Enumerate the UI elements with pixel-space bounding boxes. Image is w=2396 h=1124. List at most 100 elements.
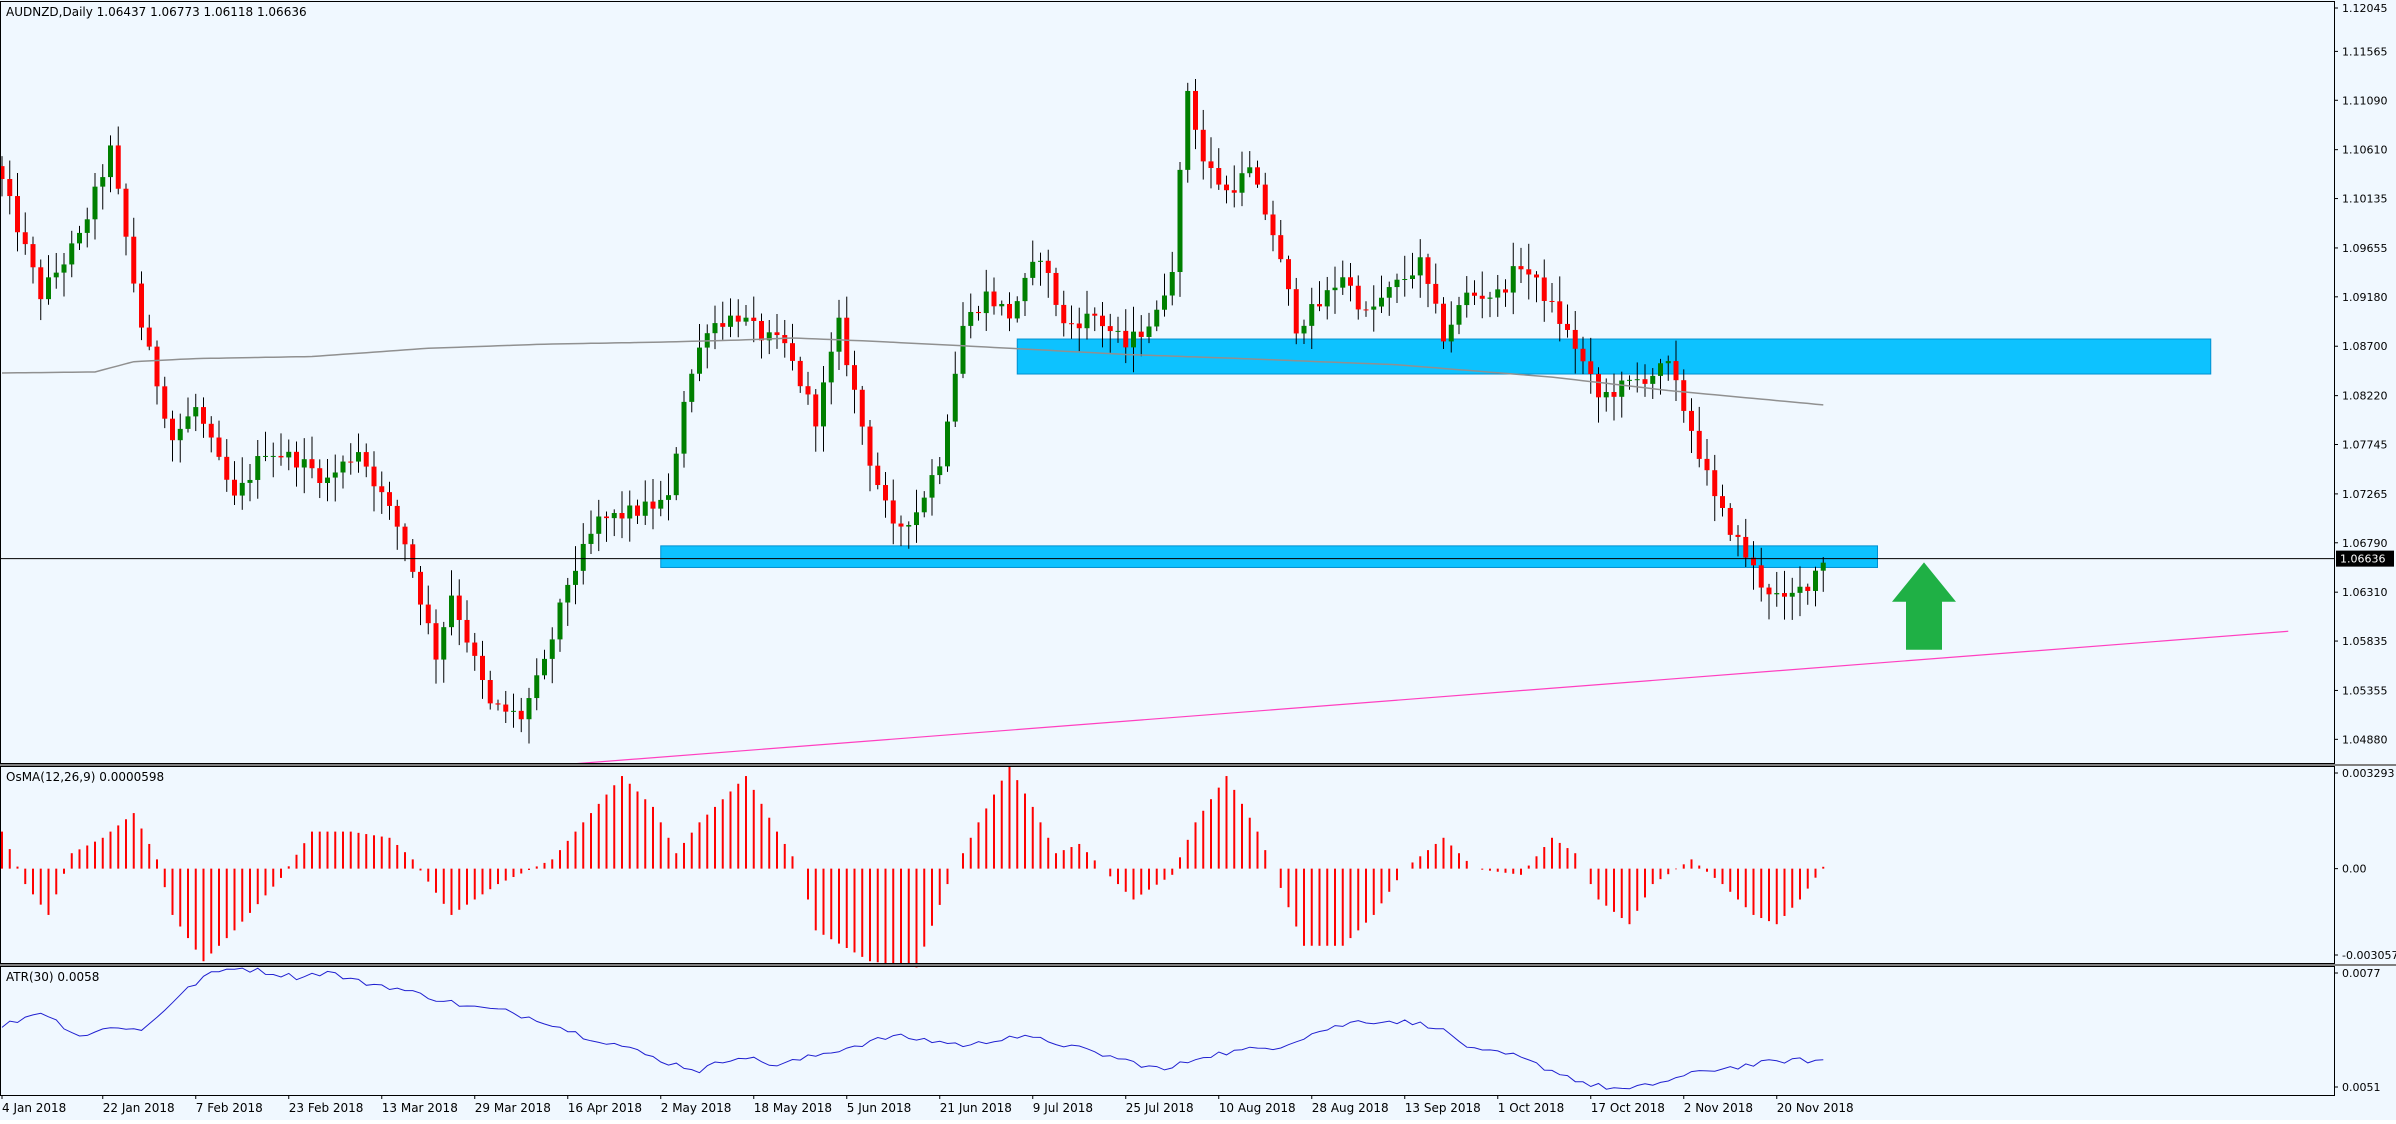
candle: [1239, 151, 1245, 207]
bear-candle-body: [1580, 348, 1586, 362]
main-price-panel[interactable]: [0, 78, 2334, 767]
bull-candle-body: [332, 472, 338, 478]
bear-candle-body: [1262, 184, 1268, 215]
candle: [1541, 259, 1547, 322]
bear-candle-body: [1673, 361, 1679, 381]
candle: [573, 546, 578, 605]
bull-candle-body: [1115, 330, 1121, 332]
bull-candle-body: [1131, 331, 1136, 348]
candle: [1727, 503, 1733, 542]
candle: [836, 299, 842, 370]
candle: [983, 269, 989, 331]
candle: [1014, 296, 1020, 323]
bear-candle-body: [751, 317, 757, 321]
candle: [77, 225, 82, 251]
candle: [1131, 306, 1136, 373]
bull-candle-body: [1487, 297, 1493, 299]
candle: [797, 356, 803, 393]
candle: [1363, 301, 1369, 317]
bear-candle-body: [1588, 361, 1594, 375]
candle: [270, 442, 276, 478]
candle: [317, 459, 323, 499]
bear-candle-body: [1433, 283, 1439, 304]
bull-candle-body: [301, 459, 307, 468]
bull-candle-body: [542, 658, 547, 676]
osma-panel[interactable]: [1, 766, 1825, 968]
candle: [697, 324, 702, 382]
candle: [1503, 279, 1508, 307]
time-axis-label: 20 Nov 2018: [1777, 1101, 1854, 1115]
candle: [542, 649, 547, 680]
bear-candle-body: [852, 365, 857, 390]
candle: [1247, 151, 1253, 178]
bull-candle-body: [565, 584, 571, 603]
bull-candle-body: [100, 177, 106, 187]
candle: [627, 490, 633, 542]
bull-candle-body: [46, 277, 51, 300]
candle: [1735, 525, 1741, 557]
bear-candle-body: [170, 418, 175, 441]
candle: [805, 371, 811, 405]
bull-candle-body: [968, 311, 974, 326]
candle: [456, 579, 462, 646]
bull-candle-body: [1324, 290, 1330, 307]
bullish-arrow-icon: [1892, 562, 1956, 650]
candle: [1030, 240, 1036, 286]
candle: [1805, 583, 1811, 605]
time-axis-label: 17 Oct 2018: [1591, 1101, 1665, 1115]
bear-candle-body: [1534, 274, 1539, 278]
bear-candle-body: [456, 595, 462, 620]
bear-candle-body: [371, 466, 377, 487]
candle: [224, 439, 230, 492]
candle: [1061, 290, 1067, 337]
bull-candle-body: [983, 291, 989, 314]
bull-candle-body: [960, 325, 966, 374]
bull-candle-body: [511, 710, 516, 712]
bull-candle-body: [952, 373, 958, 422]
price-axis-tick-label: 1.06310: [2342, 586, 2388, 599]
atr-panel[interactable]: [1, 967, 1824, 1090]
bull-candle-body: [1665, 361, 1671, 364]
bear-candle-body: [216, 437, 222, 457]
bear-candle-body: [1712, 470, 1718, 497]
price-axis-tick-label: 1.08700: [2342, 340, 2388, 353]
candle: [22, 212, 28, 255]
time-axis-label: 1 Oct 2018: [1498, 1101, 1565, 1115]
candle: [611, 509, 617, 537]
bear-candle-body: [1689, 410, 1694, 431]
price-axis-tick-label: 1.05355: [2342, 684, 2388, 697]
price-axis-tick-label: 1.10610: [2342, 144, 2388, 157]
candle: [425, 585, 431, 635]
candle: [15, 172, 20, 252]
candle: [1596, 367, 1601, 423]
time-axis-label: 16 Apr 2018: [568, 1101, 642, 1115]
bear-candle-body: [464, 619, 470, 643]
bear-candle-body: [1503, 289, 1508, 293]
osma-axis-tick-label: 0.003293: [2342, 767, 2395, 780]
candle: [968, 293, 974, 339]
bear-candle-body: [317, 468, 323, 483]
bull-candle-body: [1030, 261, 1036, 278]
bear-candle-body: [1208, 161, 1214, 169]
bear-candle-body: [208, 423, 214, 438]
resistance-zone-2[interactable]: [660, 545, 1878, 568]
bear-candle-body: [1200, 129, 1206, 162]
bull-candle-body: [1410, 275, 1415, 280]
bear-candle-body: [797, 360, 803, 387]
panel-frames: [0, 1, 2396, 1096]
candle: [960, 302, 966, 379]
bull-candle-body: [712, 323, 718, 334]
bear-candle-body: [1363, 309, 1369, 311]
support-trendline[interactable]: [544, 630, 2289, 767]
candle: [1487, 291, 1493, 318]
bull-candle-body: [1185, 90, 1191, 170]
candle: [1379, 275, 1384, 313]
candle: [681, 390, 687, 468]
osma-panel-header: OsMA(12,26,9) 0.0000598: [6, 770, 164, 784]
candle: [464, 600, 470, 653]
bull-candle-body: [627, 505, 633, 519]
candle: [890, 479, 896, 545]
time-axis-label: 10 Aug 2018: [1219, 1101, 1296, 1115]
resistance-zone-1[interactable]: [1016, 338, 2212, 375]
